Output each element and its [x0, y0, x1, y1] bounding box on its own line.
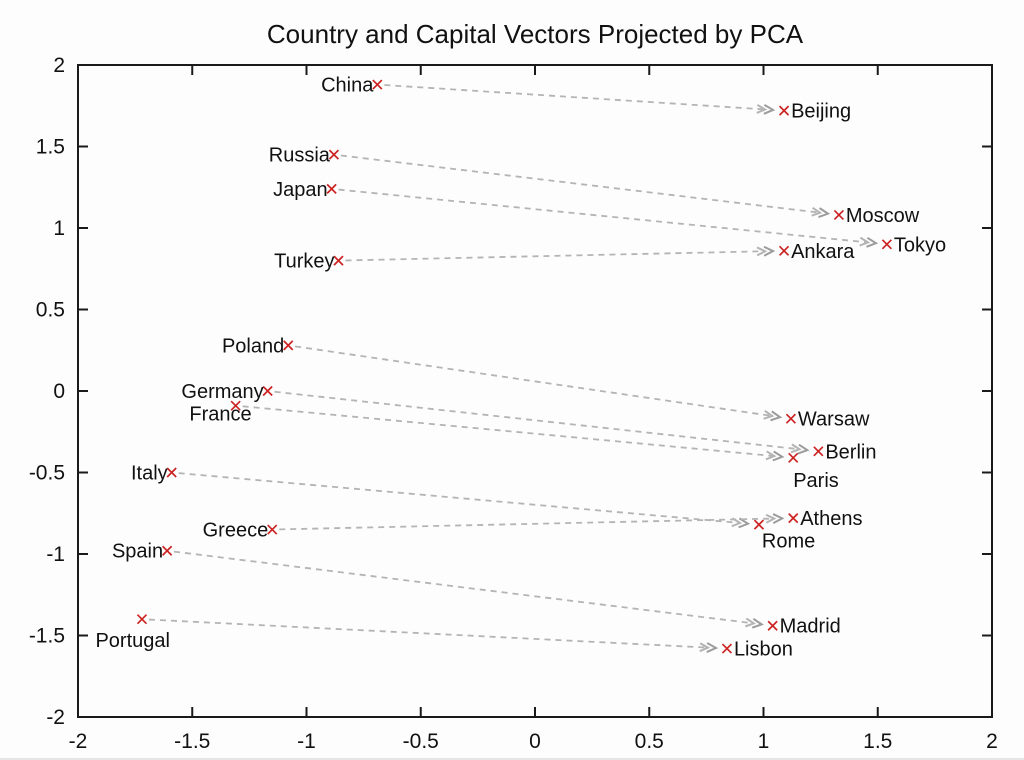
capital-label: Tokyo	[894, 234, 946, 256]
y-tick-label: 1.5	[36, 136, 65, 159]
x-tick-label: -2	[69, 730, 88, 753]
country-marker-x-icon	[333, 255, 344, 266]
x-tick-label: -1.5	[174, 730, 210, 753]
vector-dashed-line	[242, 405, 775, 457]
vector-dashed-line	[338, 188, 869, 244]
capital-label: Paris	[793, 470, 839, 492]
capital-marker-x-icon	[767, 620, 778, 631]
capital-marker-x-icon	[881, 239, 892, 250]
arrowhead-back-icon	[790, 443, 802, 454]
vector-dashed-line	[148, 618, 709, 649]
arrowhead-back-icon	[859, 236, 871, 247]
y-tick-label: -1	[46, 543, 65, 566]
country-marker-x-icon	[166, 467, 177, 478]
vector-dashed-line	[295, 345, 773, 417]
country-label: Japan	[273, 179, 328, 201]
vector-dashed-line	[384, 84, 766, 111]
vector-dashed-line	[173, 550, 754, 625]
arrowhead-icon	[818, 207, 831, 218]
capital-label: Moscow	[846, 205, 920, 227]
country-label: Spain	[112, 541, 163, 563]
country-marker-x-icon	[267, 524, 278, 535]
arrowhead-back-icon	[745, 617, 757, 628]
capital-marker-x-icon	[785, 413, 797, 424]
arrowhead-back-icon	[756, 246, 768, 257]
country-marker-x-icon	[283, 340, 294, 351]
y-tick-label: -1.5	[29, 625, 65, 648]
country-label: France	[189, 404, 251, 426]
country-label: China	[321, 75, 374, 97]
x-tick-label: 0	[529, 730, 541, 753]
y-tick-label: -2	[46, 706, 65, 729]
capital-marker-x-icon	[721, 643, 733, 654]
arrowhead-icon	[772, 513, 785, 524]
arrowhead-icon	[772, 450, 785, 462]
capital-label: Madrid	[780, 616, 841, 638]
capital-label: Athens	[800, 508, 862, 530]
x-tick-label: -0.5	[403, 730, 439, 753]
country-label: Portugal	[95, 630, 170, 652]
vector-dashed-line	[279, 517, 775, 531]
x-tick-label: 0.5	[635, 730, 664, 753]
capital-label: Lisbon	[734, 639, 793, 661]
arrowhead-icon	[706, 642, 719, 653]
capital-marker-x-icon	[778, 245, 790, 256]
country-label: Russia	[269, 145, 331, 167]
y-tick-label: -0.5	[29, 462, 65, 485]
country-marker-x-icon	[230, 400, 241, 411]
chart-title: Country and Capital Vectors Projected by…	[266, 19, 804, 49]
arrowhead-back-icon	[756, 104, 768, 114]
arrowhead-icon	[763, 104, 776, 115]
capital-label: Warsaw	[798, 409, 870, 431]
arrowhead-back-icon	[765, 450, 777, 461]
x-tick-label: 1	[758, 730, 770, 753]
arrowhead-icon	[866, 236, 879, 248]
capital-marker-x-icon	[778, 105, 790, 116]
country-marker-x-icon	[162, 545, 173, 556]
capital-label: Ankara	[791, 241, 855, 263]
capital-marker-x-icon	[788, 452, 799, 463]
x-tick-label: 2	[986, 730, 998, 753]
capital-marker-x-icon	[833, 209, 845, 221]
arrowhead-icon	[751, 617, 764, 629]
capital-label: Rome	[762, 531, 815, 553]
country-label: Germany	[181, 381, 263, 403]
vector-dashed-line	[345, 250, 766, 262]
x-tick-label: -1	[297, 730, 316, 753]
y-tick-label: 1	[53, 217, 65, 240]
y-tick-label: 2	[53, 54, 65, 77]
country-label: Poland	[222, 335, 284, 357]
vector-dashed-line	[274, 390, 800, 451]
capital-label: Beijing	[791, 101, 851, 123]
arrowhead-back-icon	[763, 410, 775, 420]
vector-dashed-line	[340, 154, 821, 214]
country-marker-x-icon	[326, 183, 337, 194]
capital-marker-x-icon	[788, 513, 799, 524]
vector-dashed-line	[178, 472, 741, 524]
country-marker-x-icon	[328, 149, 340, 160]
country-label: Italy	[131, 463, 168, 485]
country-marker-x-icon	[262, 385, 273, 397]
capital-marker-x-icon	[753, 519, 765, 530]
arrowhead-back-icon	[765, 513, 777, 524]
y-tick-label: 0.5	[36, 299, 65, 322]
capital-marker-x-icon	[813, 446, 824, 457]
country-marker-x-icon	[136, 614, 148, 625]
arrowhead-icon	[770, 410, 783, 422]
capital-label: Berlin	[825, 441, 876, 463]
arrowhead-back-icon	[811, 206, 823, 217]
x-tick-label: 1.5	[863, 730, 892, 753]
country-label: Greece	[203, 520, 269, 542]
country-marker-x-icon	[372, 79, 383, 90]
arrowhead-icon	[763, 245, 776, 257]
y-tick-label: 0	[53, 380, 65, 403]
arrowhead-back-icon	[699, 642, 711, 653]
country-label: Turkey	[274, 251, 334, 273]
arrowhead-icon	[797, 443, 810, 455]
arrowhead-icon	[738, 517, 751, 529]
